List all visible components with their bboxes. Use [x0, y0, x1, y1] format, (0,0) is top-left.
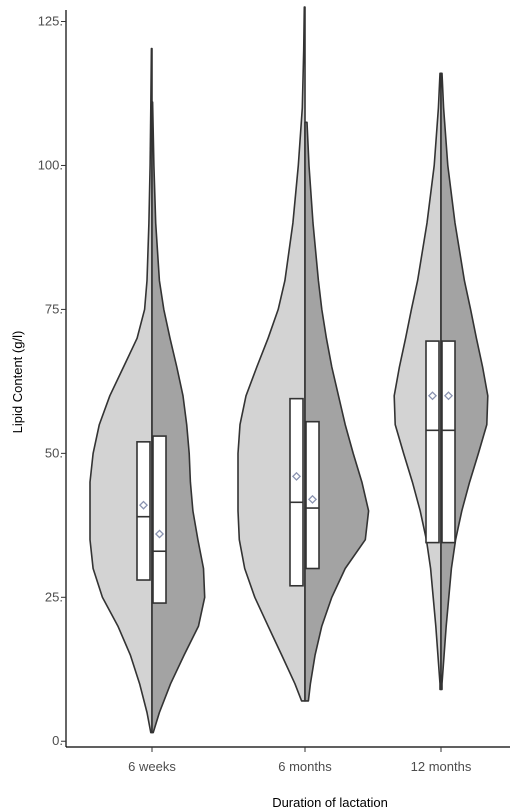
y-tick-label-125: 125.: [38, 14, 63, 29]
violin-6-months-left-box: [289, 397, 304, 587]
violin-12-months-left-mean-marker: [427, 391, 438, 401]
y-tick-label-100: 100.: [38, 157, 63, 172]
violin-6-weeks-right-box: [152, 435, 167, 604]
y-tick-label-50: 50.: [45, 445, 63, 460]
violins-layer: [89, 6, 489, 734]
violin-6-months-left-half: [237, 6, 306, 702]
violin-6-weeks-left-mean-marker: [138, 500, 149, 510]
violin-12-months-left-box: [425, 340, 440, 544]
violin-12-months-right-mean-marker: [443, 391, 454, 401]
violin-12-months-right-box: [441, 340, 456, 544]
violin-6-months-left-mean-marker: [291, 471, 302, 481]
violin-6-weeks-right-half: [151, 101, 206, 734]
violin-6-months-right-mean-marker: [307, 494, 318, 504]
violin-6-weeks-right-mean-marker: [154, 529, 165, 539]
y-tick-label-25: 25.: [45, 589, 63, 604]
violin-6-weeks-left-half: [89, 47, 153, 734]
violin-6-weeks-left-box: [136, 441, 151, 581]
x-axis-title: Duration of lactation: [272, 795, 388, 810]
y-axis-title: Lipid Content (g/l): [10, 331, 25, 434]
y-tick-label-0: 0.: [52, 733, 63, 748]
axes-layer: 0. 25. 50. 75. 100. 125. 6 weeks 6 months 12 mon…: [38, 10, 510, 774]
x-tick-label-6-months: 6 months: [278, 759, 332, 774]
x-tick-label-12-months: 12 months: [411, 759, 472, 774]
violin-6-months-right-half: [304, 121, 370, 702]
y-tick-label-75: 75.: [45, 301, 63, 316]
x-tick-label-6-weeks: 6 weeks: [128, 759, 176, 774]
